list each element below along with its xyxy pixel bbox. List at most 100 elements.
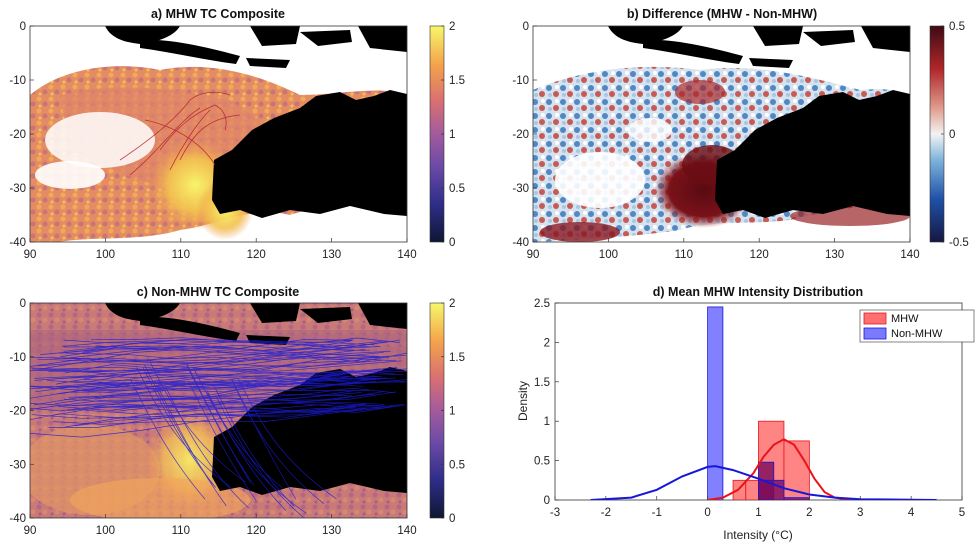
panel-a-map [30,26,407,242]
y-tick-label: 2.5 [534,298,550,310]
cyclone-track [165,387,249,509]
cyclone-track [232,383,324,504]
cyclone-track [63,346,406,359]
non-mhw-bar [783,497,810,500]
panel-d-ylabel: Density [516,381,530,421]
x-tick-label: 140 [397,525,416,537]
x-tick-label: 120 [247,525,266,537]
cyclone-track [95,345,389,358]
legend-swatch-non-mhw [863,327,887,340]
x-tick-label: 130 [825,249,844,261]
x-tick-label: 100 [96,525,115,537]
legend: MHW Non-MHW [859,309,975,343]
cyclone-track [149,361,246,483]
colorbar-tick-label: 0 [449,237,455,249]
mhw-bar [745,479,759,500]
y-tick-label: -40 [9,513,26,525]
panel-d-xlabel: Intensity (°C) [723,528,792,542]
cyclone-track [60,343,370,357]
y-tick-label: 0 [544,495,550,507]
cyclone-track [186,365,255,486]
cyclone-track [238,378,337,500]
cyclone-track [31,406,355,419]
cyclone-track [30,390,356,412]
x-tick-label: 5 [959,507,965,519]
x-tick-label: 110 [172,249,190,261]
cyclone-track [38,361,389,376]
x-tick-label: 2 [806,507,812,519]
cyclone-track [59,345,371,354]
panel-b-title: b) Difference (MHW - Non-MHW) [627,7,817,21]
x-tick-label: -1 [652,507,662,519]
cyclone-track [78,370,396,399]
cyclone-track [185,362,251,484]
colorbar-tick-label: 1 [449,406,455,418]
x-tick-label: 90 [527,249,540,261]
y-tick-label: -40 [9,237,26,249]
y-tick-label: -10 [9,75,26,87]
panel-a: a) MHW TC Composite [9,7,465,261]
cyclone-track [53,340,390,380]
non-mhw-bar [707,306,724,500]
y-tick-label: 0 [20,21,26,33]
panel-c: c) Non-MHW TC Composite 90 100 110 120 130 14… [9,285,465,537]
x-tick-label: 130 [322,249,341,261]
y-tick-label: -20 [9,129,26,141]
y-tick-label: -30 [9,183,26,195]
colorbar-tick-label: 0.5 [449,459,465,471]
cyclone-track [112,402,379,411]
cyclone-track [55,374,386,388]
cyclone-track [157,385,227,507]
x-tick-label: -3 [550,507,560,519]
y-tick-label: 1.5 [534,377,550,389]
panel-d: d) Mean MHW Intensity Distribution -3 -2-… [516,285,975,542]
panel-b: b) Difference (MHW - Non-MHW) 90 100 110 12… [512,7,968,261]
colorbar-tick-label: 0 [449,513,455,525]
cyclone-track [30,403,367,421]
cyclone-track [67,387,396,411]
cyclone-track [206,390,287,511]
colorbar-tick-label: 2 [449,21,455,33]
cyclone-track [143,364,213,485]
cyclone-track [40,340,353,355]
cyclone-track [231,379,297,500]
colorbar-tick-label: 1.5 [449,75,465,87]
cyclone-track [64,364,377,377]
cyclone-track [64,401,385,428]
x-tick-label: 90 [24,249,37,261]
colorbar-tick-label: 0.5 [949,21,965,33]
cyclone-track [31,360,402,372]
cyclone-track [130,379,206,500]
y-tick-label: 2 [544,337,550,349]
y-tick-label: -20 [9,406,26,418]
legend-label-non-mhw: Non-MHW [891,328,943,340]
cyclone-track [63,339,375,346]
cyclone-track [64,354,381,364]
non-mhw-density-curve [590,465,937,500]
y-tick-label: -10 [9,352,26,364]
y-tick-label: 0.5 [534,456,550,468]
cyclone-track [34,375,362,384]
y-tick-label: -20 [512,129,529,141]
colorbar-tick-label: 1 [449,129,455,141]
cyclone-track [136,367,232,488]
x-tick-label: 100 [96,249,115,261]
colorbar-tick-label: 0 [949,129,955,141]
cyclone-track [65,340,385,360]
cyclone-track [53,407,372,425]
cyclone-track [193,367,283,488]
legend-swatch-mhw [863,312,887,325]
panel-d-ticks: -3 -2 -1 0 1 2 3 4 5 0 0.5 1 1.5 2 2.5 [534,298,965,519]
x-tick-label: 0 [704,507,710,519]
panel-d-plot [590,306,937,500]
cyclone-track [64,391,397,403]
x-tick-label: 1 [755,507,761,519]
panel-a-title: a) MHW TC Composite [151,7,285,21]
cyclone-track [30,393,353,410]
x-tick-label: 100 [599,249,618,261]
colorbar-tick-label: 2 [449,298,455,310]
mhw-density-curve [707,438,851,500]
x-tick-label: 110 [675,249,693,261]
y-tick-label: 0 [523,21,529,33]
